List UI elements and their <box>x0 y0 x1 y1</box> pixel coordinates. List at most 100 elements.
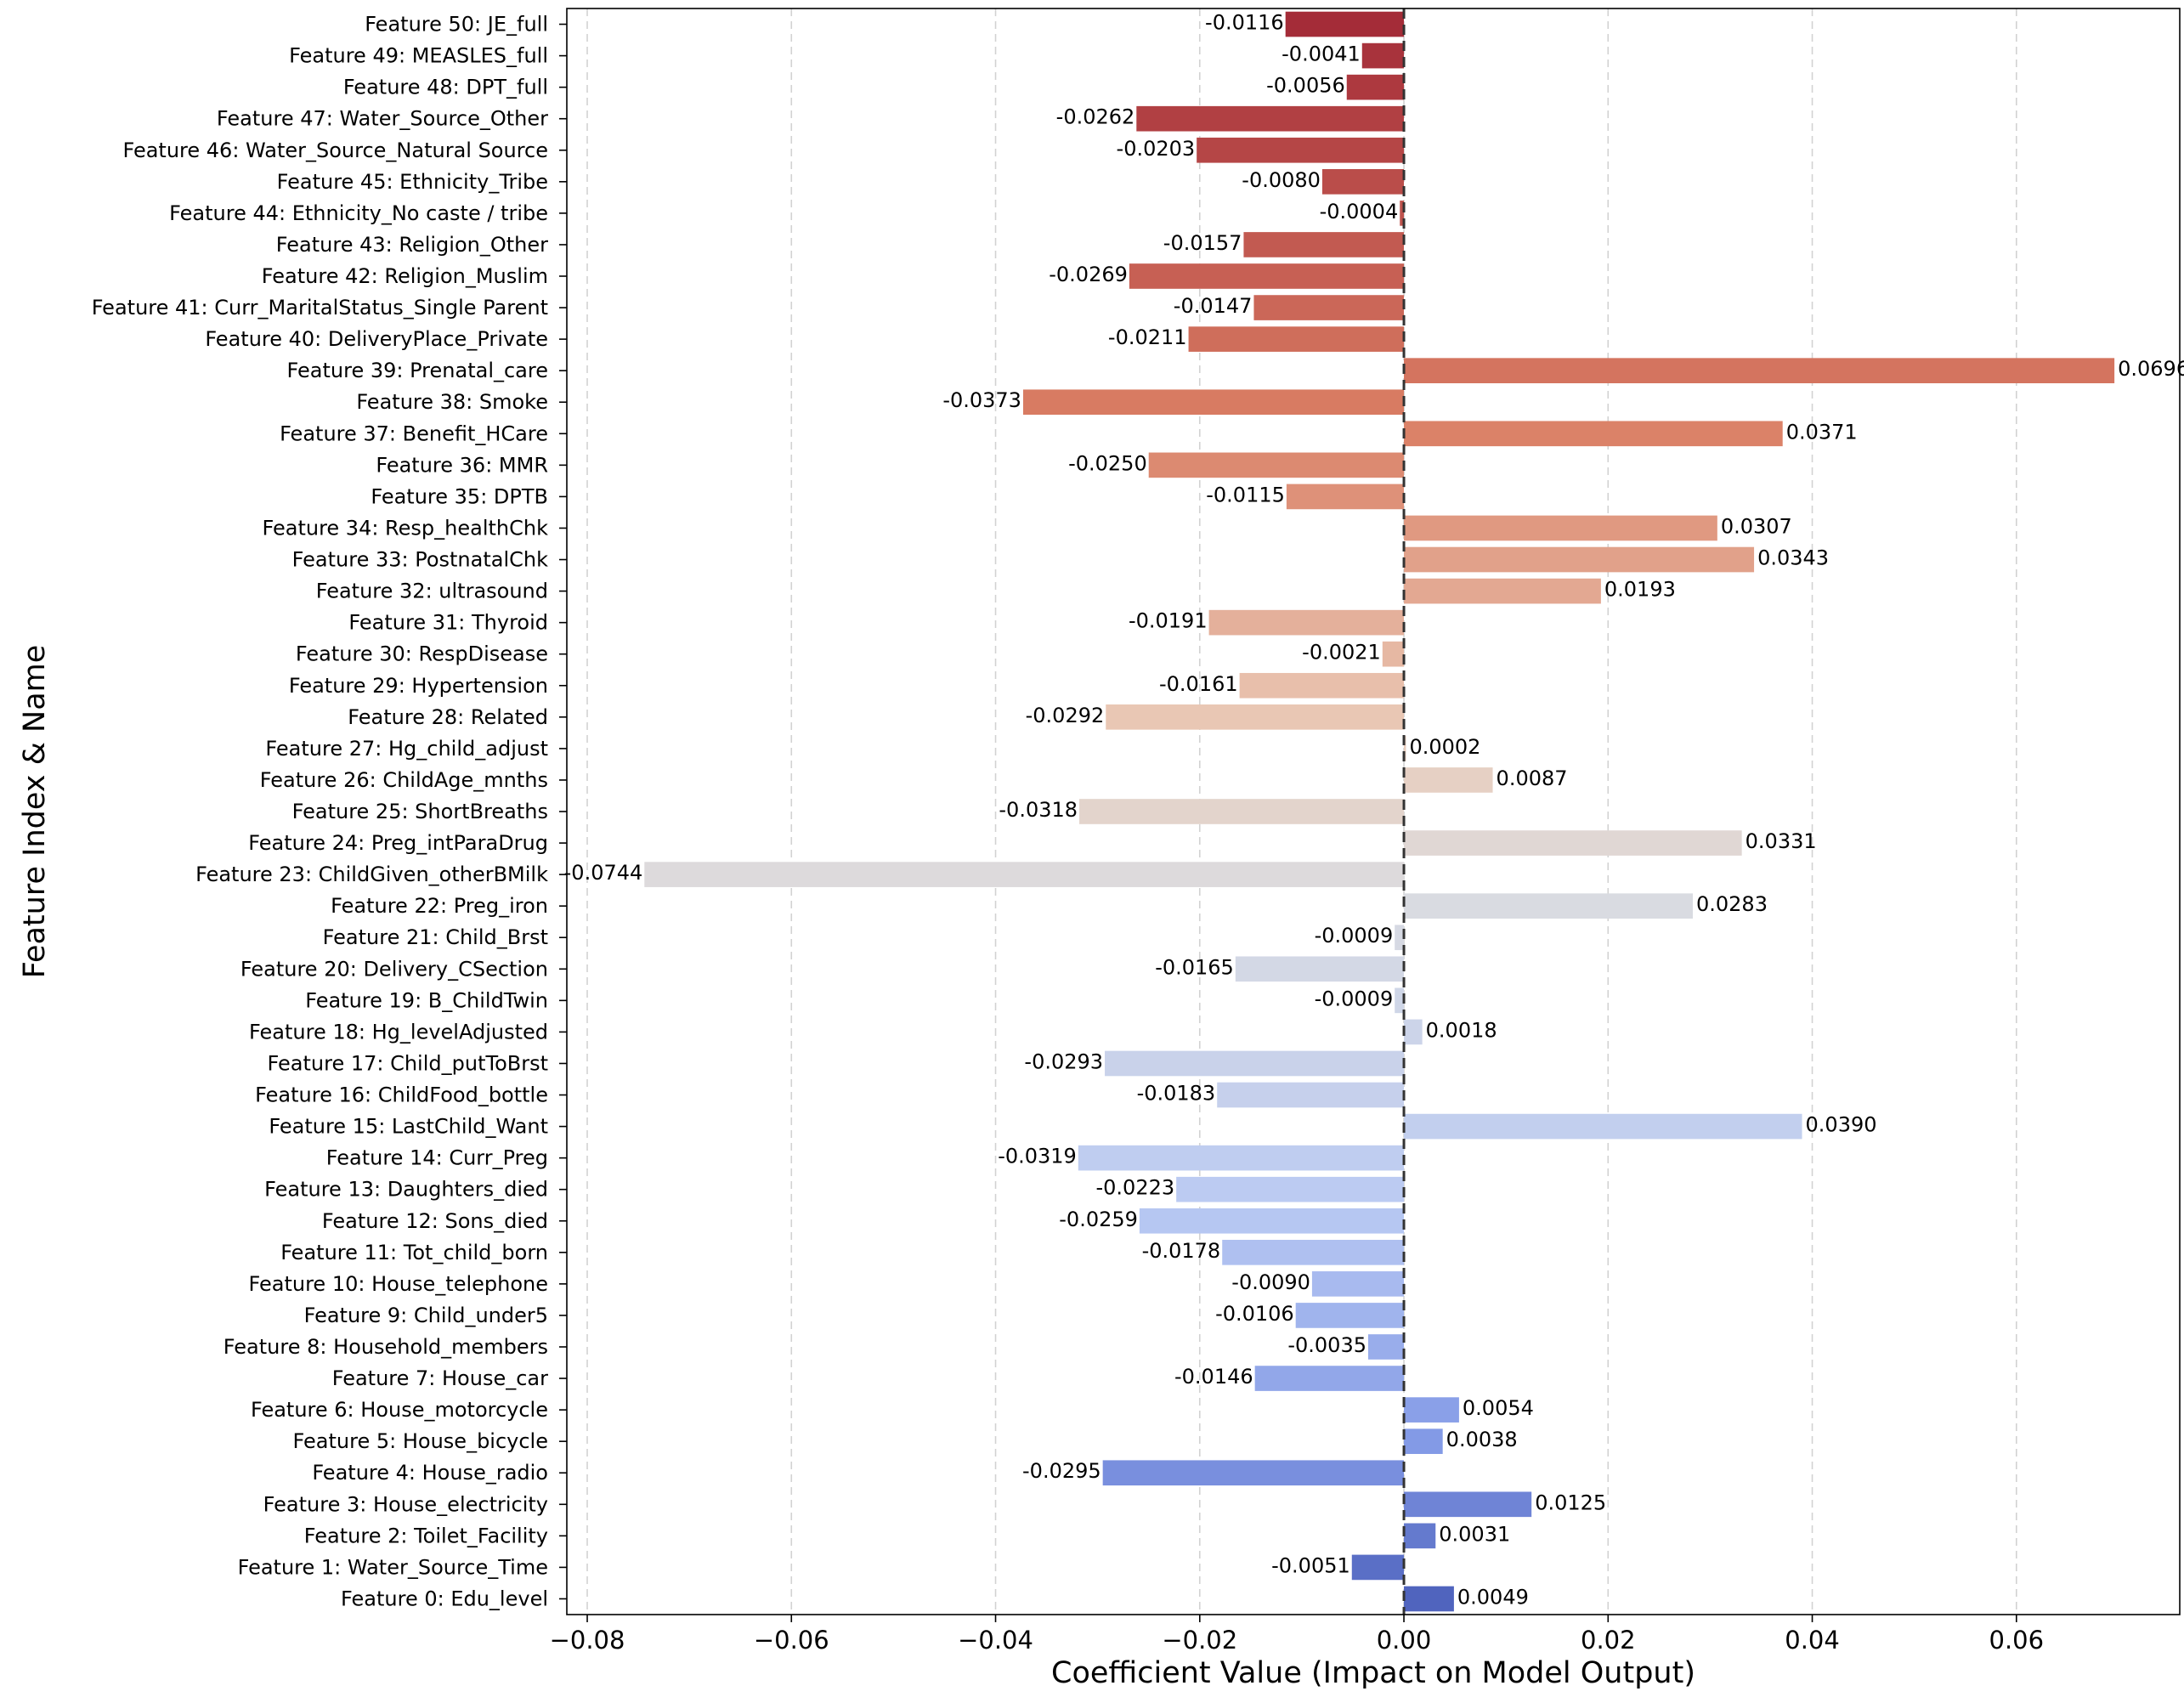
bar-value-label: 0.0696 <box>2118 357 2184 381</box>
bar <box>1321 169 1405 195</box>
bar-value-label: -0.0041 <box>1282 42 1361 66</box>
x-tick-label: −0.06 <box>754 1626 829 1655</box>
x-axis-ticks: −0.08 −0.06 −0.04 −0.02 0.00 0.02 0.04 0.06 <box>550 1615 2044 1655</box>
bar-value-label: -0.0051 <box>1271 1553 1350 1577</box>
bar-value-label: -0.0147 <box>1174 294 1253 318</box>
y-tick-label: Feature 13: Daughters_died <box>264 1178 548 1202</box>
bar-value-label: 0.0018 <box>1426 1018 1497 1042</box>
bar <box>1404 893 1693 919</box>
bar <box>1404 1019 1423 1045</box>
bar <box>1395 925 1405 951</box>
y-tick-label: Feature 49: MEASLES_full <box>289 44 548 68</box>
x-tick-label: 0.00 <box>1377 1626 1432 1655</box>
y-axis-title: Feature Index & Name <box>18 645 52 979</box>
x-tick-label: 0.04 <box>1785 1626 1840 1655</box>
y-tick-label: Feature 25: ShortBreaths <box>292 800 548 823</box>
bar-value-label: -0.0009 <box>1315 924 1394 947</box>
bar <box>644 862 1405 887</box>
bar <box>1285 11 1405 37</box>
bar-value-label: -0.0146 <box>1174 1365 1253 1389</box>
bar <box>1346 74 1405 100</box>
bar-value-label: -0.0293 <box>1024 1049 1103 1073</box>
bar-value-label: 0.0390 <box>1806 1113 1877 1137</box>
bar-value-label: -0.0157 <box>1163 231 1242 255</box>
bar <box>1197 137 1405 163</box>
bar <box>1079 799 1405 824</box>
y-tick-label: Feature 28: Related <box>348 705 548 729</box>
y-tick-label: Feature 6: House_motorcycle <box>251 1398 548 1422</box>
bar <box>1404 515 1717 541</box>
y-tick-label: Feature 32: ultrasound <box>316 580 548 603</box>
bar <box>1311 1271 1405 1297</box>
bar-value-label: -0.0035 <box>1287 1333 1366 1357</box>
bar-value-label: -0.0262 <box>1056 105 1135 129</box>
bar <box>1239 672 1405 699</box>
bar <box>1295 1303 1405 1328</box>
y-tick-label: Feature 29: Hypertension <box>289 674 548 698</box>
bar <box>1404 358 2115 383</box>
bar <box>1078 1145 1405 1171</box>
bar-value-label: 0.0002 <box>1409 735 1480 759</box>
y-tick-label: Feature 21: Child_Brst <box>323 925 548 949</box>
bar <box>1400 201 1405 226</box>
y-tick-label: Feature 12: Sons_died <box>322 1209 548 1233</box>
bar <box>1404 1523 1436 1549</box>
y-tick-label: Feature 14: Curr_Preg <box>326 1146 548 1170</box>
y-tick-label: Feature 40: DeliveryPlace_Private <box>205 327 548 351</box>
x-axis-title: Coefficient Value (Impact on Model Outpu… <box>1051 1656 1695 1690</box>
bar-value-label: -0.0021 <box>1302 641 1381 665</box>
y-tick-label: Feature 35: DPTB <box>371 484 548 508</box>
bar-value-label: -0.0269 <box>1049 263 1128 286</box>
bar <box>1404 546 1755 573</box>
bar <box>1254 1366 1405 1391</box>
y-tick-label: Feature 2: Toilet_Facility <box>304 1524 548 1547</box>
x-tick-label: −0.08 <box>550 1626 625 1655</box>
bar-value-label: 0.0049 <box>1457 1585 1529 1609</box>
bar <box>1106 704 1405 730</box>
bar <box>1351 1554 1405 1581</box>
bar-value-label: -0.0183 <box>1137 1082 1216 1106</box>
bar-value-label: 0.0038 <box>1446 1428 1518 1451</box>
bar <box>1188 326 1405 352</box>
bar <box>1222 1240 1405 1265</box>
bar-value-label: -0.0009 <box>1315 987 1394 1010</box>
bar <box>1395 987 1405 1014</box>
bar <box>1139 1208 1405 1234</box>
bar <box>1382 641 1405 667</box>
y-tick-label: Feature 20: Delivery_CSection <box>240 957 548 981</box>
bar-value-label: 0.0087 <box>1497 766 1568 790</box>
x-tick-label: 0.02 <box>1581 1626 1636 1655</box>
y-tick-label: Feature 47: Water_Source_Other <box>217 107 548 131</box>
bar-value-label: 0.0283 <box>1696 892 1768 916</box>
bar <box>1404 1113 1802 1140</box>
y-tick-label: Feature 10: House_telephone <box>249 1272 549 1296</box>
y-tick-label: Feature 27: Hg_child_adjust <box>265 737 548 761</box>
y-tick-label: Feature 11: Tot_child_born <box>280 1241 548 1264</box>
bar-value-label: -0.0259 <box>1059 1208 1138 1231</box>
bar <box>1361 42 1405 69</box>
bar <box>1404 736 1406 761</box>
bar-value-label: 0.0371 <box>1786 420 1858 444</box>
bar <box>1404 1428 1443 1454</box>
y-tick-label: Feature 16: ChildFood_bottle <box>255 1083 548 1107</box>
y-tick-label: Feature 18: Hg_levelAdjusted <box>249 1020 548 1044</box>
bar <box>1404 1586 1454 1612</box>
x-tick-label: −0.02 <box>1162 1626 1237 1655</box>
bar-value-label: 0.0054 <box>1463 1396 1534 1420</box>
bar <box>1404 1397 1459 1423</box>
bar <box>1102 1460 1405 1486</box>
bar-value-label: -0.0203 <box>1117 137 1196 161</box>
y-tick-label: Feature 37: Benefit_HCare <box>280 421 548 445</box>
bar <box>1404 767 1493 793</box>
bar-value-label: -0.0211 <box>1108 325 1187 349</box>
bar <box>1243 232 1405 257</box>
bar <box>1217 1082 1405 1108</box>
bar <box>1105 1050 1405 1077</box>
y-tick-label: Feature 26: ChildAge_mnths <box>260 768 548 792</box>
y-tick-label: Feature 24: Preg_intParaDrug <box>248 831 548 855</box>
y-tick-label: Feature 9: Child_under5 <box>304 1304 548 1327</box>
y-tick-label: Feature 43: Religion_Other <box>276 233 548 257</box>
bar <box>1404 421 1783 447</box>
y-tick-label: Feature 39: Prenatal_care <box>287 359 548 382</box>
